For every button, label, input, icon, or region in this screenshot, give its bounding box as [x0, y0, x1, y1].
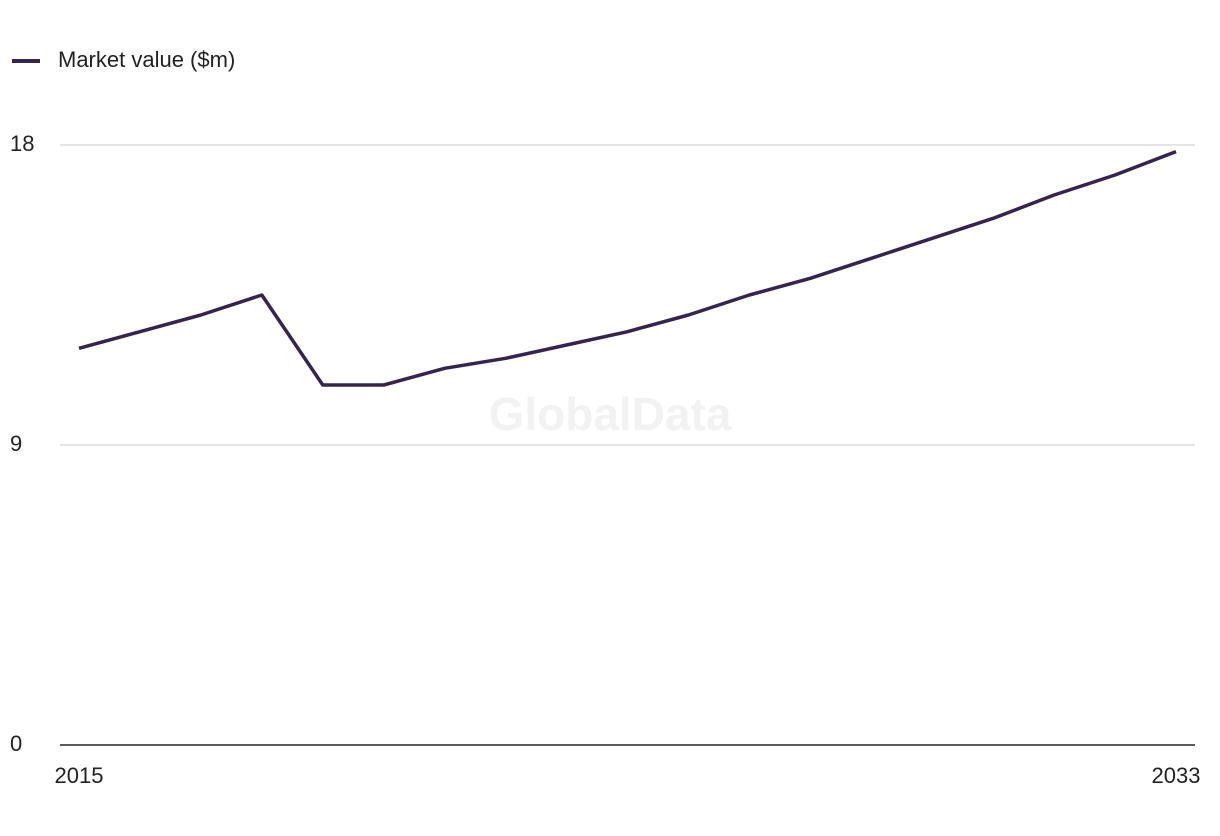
watermark: GlobalData — [489, 388, 732, 440]
line — [78, 150, 1177, 387]
y-tick-label: 0 — [10, 731, 22, 756]
x-tick-label: 2033 — [1152, 763, 1201, 788]
x-tick-label: 2015 — [55, 763, 104, 788]
y-tick-label: 18 — [10, 131, 34, 156]
y-tick-label: 9 — [10, 431, 22, 456]
legend-label: Market value ($m) — [58, 47, 235, 72]
